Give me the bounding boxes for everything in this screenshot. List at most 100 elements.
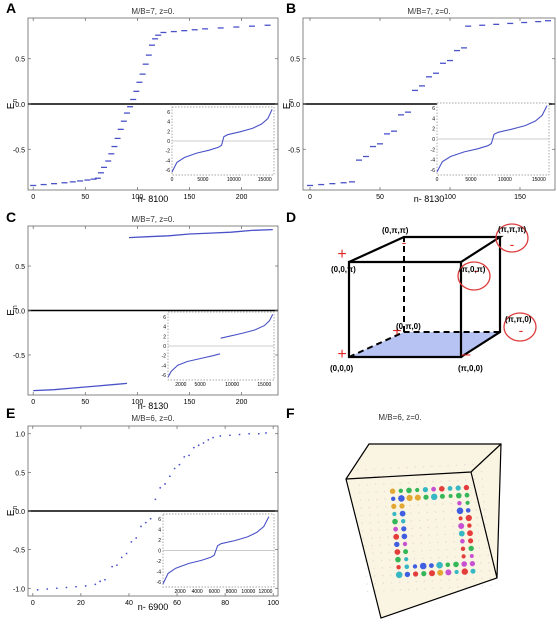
data-point [219,435,222,437]
inset-y-tick-label: -2 [166,149,171,155]
x-tick-label: 80 [221,600,229,607]
lattice-dot [479,554,481,557]
data-series-line [128,228,273,239]
lattice-dot [402,541,408,547]
lattice-dot [413,571,419,577]
lattice-dot [385,513,387,516]
inset-x-tick-label: 15000 [258,177,272,183]
lattice-dot [461,554,466,559]
y-tick-label: 0.5 [15,470,25,477]
lattice-dot [362,530,364,532]
lattice-dot [377,521,380,524]
marker-minus-icon: - [474,262,479,278]
lattice-dot [451,510,453,512]
lattice-dot [406,487,412,494]
lattice-dot [421,557,424,560]
lattice-dot [404,557,409,562]
y-tick-label: -0.5 [13,147,25,154]
lattice-dot [399,482,401,484]
inset-x-tick-label: 2000 [175,589,186,595]
lattice-dot [383,483,385,485]
x-tick-label: 0 [31,600,35,607]
lattice-dot [436,534,438,536]
lattice-dot [467,530,473,537]
lattice-dot [373,567,375,570]
lattice-dot [475,509,478,511]
lattice-dot [420,542,423,544]
inset-y-tick-label: -6 [166,168,171,174]
data-point [116,564,118,566]
data-point [212,436,214,439]
marker-minus-icon: - [402,234,407,250]
y-axis-label: En [6,506,19,517]
lattice-dot [399,589,402,591]
panel-letter-f: F [286,405,295,421]
x-tick-label: 50 [376,194,384,201]
lattice-dot [421,571,427,577]
y-tick-label: 0.5 [15,264,25,271]
lattice-dot [434,503,436,506]
lattice-dot [440,579,442,582]
x-tick-label: 150 [514,194,526,201]
render-background [346,444,501,618]
lattice-dot [371,544,373,547]
lattice-dot [418,519,421,522]
data-point [144,521,147,524]
lattice-dot [360,507,362,509]
y-tick-label: 1.0 [15,432,25,439]
lattice-dot [461,561,468,567]
x-axis-label: n- 8130 [138,401,169,411]
lattice-dot [474,494,476,496]
lattice-dot [464,492,470,498]
chart-title: M/B=6, z=0. [131,414,174,423]
inset-y-tick-label: -4 [431,158,436,164]
lattice-dot [372,552,374,554]
y-tick-label: 0.5 [15,57,25,64]
lattice-dot [382,574,384,577]
inset-y-tick-label: 6 [158,517,161,523]
lattice-dot [431,580,434,582]
lattice-dot [411,527,413,530]
data-point [104,578,106,581]
lattice-dot [489,577,491,579]
lattice-dot [399,503,405,509]
lattice-dot [414,466,417,468]
panel-b-chart: M/B=7, z=0. n- 8130 En 0.5 0.0 -0.5 0 50 100 150 6… [282,7,556,204]
y-tick-label: -0.5 [288,147,300,154]
inset-y-tick-label: -2 [431,147,436,153]
lattice-dot [448,480,451,482]
vertex-label: (π,π,π) [498,225,526,234]
lattice-dot [378,529,380,531]
inset-y-tick-label: 4 [432,116,435,122]
data-point [99,580,102,583]
lattice-dot [395,556,401,563]
lattice-dot [419,527,421,529]
vertex-label: (π,π,0) [505,315,532,324]
lattice-dot [465,586,467,588]
lattice-dot [481,577,483,580]
highlight-circle [495,223,529,253]
lattice-dot [394,541,400,548]
lattice-dot [429,563,434,568]
lattice-dot [382,582,385,584]
lattice-dot [389,559,391,561]
data-point [36,588,39,591]
lattice-dot [404,571,411,578]
lattice-dot [437,569,444,576]
inset-x-tick-label: 8000 [226,589,237,595]
inset-y-tick-label: 0 [163,344,166,350]
marker-plus-icon: + [392,323,401,340]
lattice-dot [470,568,476,574]
lattice-dot [370,529,372,532]
data-point [173,467,176,470]
data-point [188,454,190,457]
panel-letter-a: A [6,0,16,16]
x-tick-label: 100 [444,194,456,201]
panel-letter-d: D [286,209,296,225]
x-tick-label: 50 [81,194,89,201]
lattice-dot [452,525,454,528]
lattice-dot [451,518,454,520]
lattice-dot [423,494,429,500]
lattice-dot [476,524,479,526]
